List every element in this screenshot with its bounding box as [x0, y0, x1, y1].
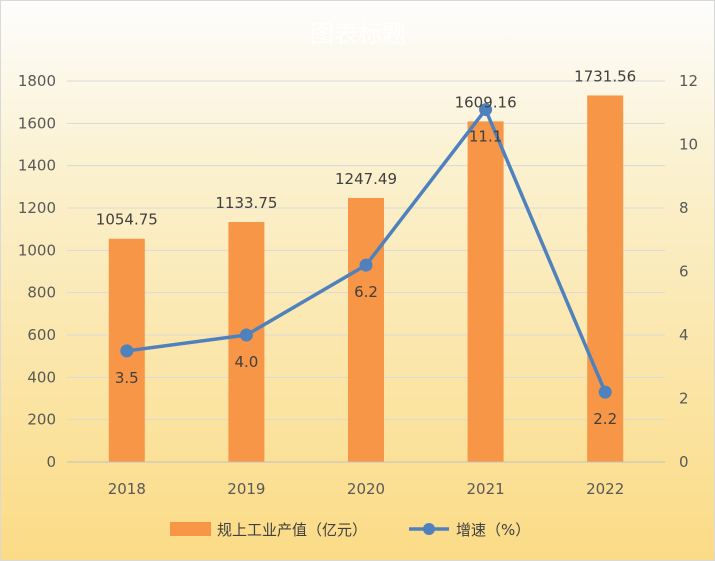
x-tick-label: 2019 — [227, 480, 265, 498]
bar-data-label: 1133.75 — [215, 194, 277, 212]
axes: 0 200 400 600 800 1000 1200 1400 1600 1800 0 2 4 6 8 10… — [18, 72, 698, 498]
x-tick-label: 2021 — [467, 480, 505, 498]
y-left-tick-label: 200 — [27, 411, 56, 429]
legend: 规上工业产值（亿元） 增速（%） — [170, 521, 530, 539]
line-point — [359, 258, 373, 272]
chart-title: 图表标题 — [310, 20, 406, 48]
legend-line-label: 增速（%） — [456, 521, 530, 539]
line-point — [479, 103, 493, 117]
legend-line-marker — [423, 523, 435, 535]
legend-bar-label: 规上工业产值（亿元） — [217, 521, 367, 539]
y-left-tick-label: 0 — [46, 453, 56, 471]
line-series — [120, 103, 612, 399]
line-point — [120, 344, 134, 358]
y-right-tick-label: 0 — [679, 453, 689, 471]
x-tick-label: 2022 — [586, 480, 624, 498]
line-point — [598, 385, 612, 399]
bar-data-label: 1609.16 — [455, 93, 517, 111]
y-left-tick-label: 600 — [27, 326, 56, 344]
data-labels: 1054.75 1133.75 1247.49 1609.16 1731.56 3.5 4.… — [96, 67, 636, 428]
legend-bar-swatch — [170, 522, 211, 536]
bar-data-label: 1054.75 — [96, 211, 158, 229]
line-data-label: 3.5 — [115, 369, 139, 387]
line-data-label: 2.2 — [593, 410, 617, 428]
y-left-tick-label: 400 — [27, 368, 56, 386]
y-right-tick-label: 8 — [679, 199, 689, 217]
y-right-tick-label: 2 — [679, 390, 689, 408]
y-right-tick-label: 12 — [679, 72, 698, 90]
bars — [108, 95, 624, 463]
y-left-tick-label: 1800 — [18, 72, 56, 90]
line-data-label: 11.1 — [469, 128, 502, 146]
y-right-tick-label: 10 — [679, 136, 698, 154]
bar — [587, 95, 624, 463]
y-left-tick-label: 1200 — [18, 199, 56, 217]
y-left-tick-label: 1400 — [18, 157, 56, 175]
line-point — [239, 328, 253, 342]
line-data-label: 4.0 — [234, 353, 258, 371]
x-tick-label: 2020 — [347, 480, 385, 498]
y-right-tick-label: 4 — [679, 326, 689, 344]
bar — [228, 222, 265, 462]
bar-data-label: 1247.49 — [335, 170, 397, 188]
y-right-tick-label: 6 — [679, 263, 689, 281]
x-tick-label: 2018 — [108, 480, 146, 498]
y-left-tick-label: 1600 — [18, 114, 56, 132]
line-data-label: 6.2 — [354, 283, 378, 301]
bar — [467, 121, 504, 462]
bar — [348, 197, 384, 463]
y-left-tick-label: 800 — [27, 284, 56, 302]
y-left-tick-label: 1000 — [18, 241, 56, 259]
bar-data-label: 1731.56 — [574, 67, 636, 85]
